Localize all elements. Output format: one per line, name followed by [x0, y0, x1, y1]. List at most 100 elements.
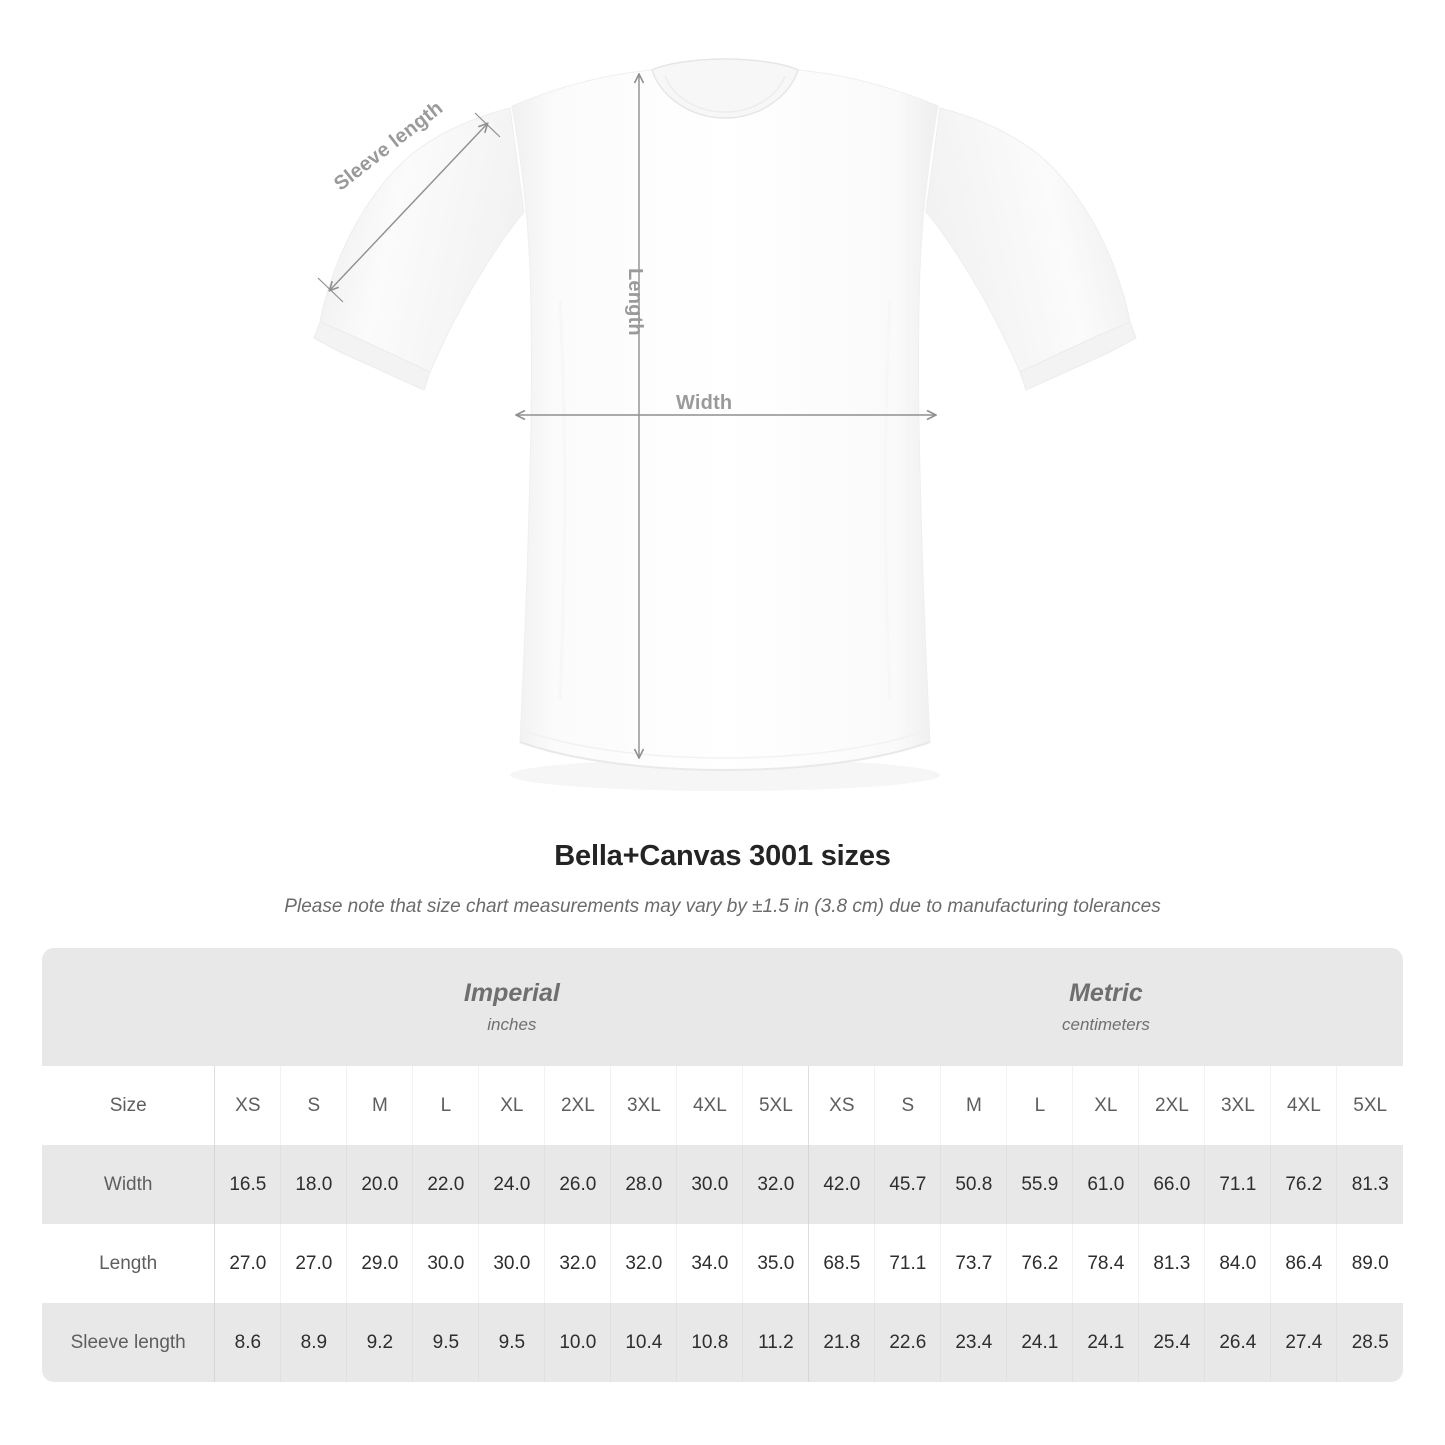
cell-length-2xl-imperial: 32.0 — [544, 1224, 611, 1303]
cell-width-5xl-metric: 81.3 — [1336, 1145, 1403, 1224]
size-column-header-3xl-imperial: 3XL — [610, 1066, 677, 1145]
cell-sleeve-length-5xl-metric: 28.5 — [1336, 1303, 1403, 1382]
sleeve-length-tick-bottom — [317, 277, 344, 303]
cell-width-xs-metric: 42.0 — [808, 1145, 875, 1224]
width-dimension-label: Width — [676, 392, 733, 414]
cell-length-xl-metric: 78.4 — [1072, 1224, 1139, 1303]
size-column-header-5xl-metric: 5XL — [1336, 1066, 1403, 1145]
cell-sleeve-length-5xl-imperial: 11.2 — [742, 1303, 809, 1382]
cell-sleeve-length-3xl-metric: 26.4 — [1204, 1303, 1271, 1382]
left-shoulder-seam — [511, 105, 531, 269]
size-column-header-2xl-imperial: 2XL — [544, 1066, 611, 1145]
imperial-unit-header-name: Imperial — [463, 978, 560, 1007]
cell-width-3xl-metric: 71.1 — [1204, 1145, 1271, 1224]
cell-sleeve-length-l-metric: 24.1 — [1006, 1303, 1073, 1382]
shirt-shadow — [510, 759, 940, 791]
cell-width-l-imperial: 22.0 — [412, 1145, 479, 1224]
cell-width-s-imperial: 18.0 — [280, 1145, 347, 1224]
left-sleeve — [319, 107, 525, 373]
size-chart-container: Imperial inches Metric centimeters Size XS S M L… — [42, 948, 1403, 1382]
cell-sleeve-length-xl-imperial: 9.5 — [478, 1303, 545, 1382]
table-row: Sleeve length 8.6 8.9 9.2 9.5 9.5 10.0 10.4 10.8… — [42, 1303, 1403, 1382]
size-header-row: Size XS S M L XL 2XL 3XL 4XL 5XL XS S M L XL 2XL 3XL 4XL 5… — [42, 1066, 1403, 1145]
cell-length-m-imperial: 29.0 — [346, 1224, 413, 1303]
shirt-hem — [519, 741, 931, 772]
cell-length-l-metric: 76.2 — [1006, 1224, 1073, 1303]
cell-sleeve-length-xl-metric: 24.1 — [1072, 1303, 1139, 1382]
shirt-collar-inner — [664, 75, 786, 113]
fabric-fold-1 — [558, 299, 566, 701]
cell-width-4xl-metric: 76.2 — [1270, 1145, 1337, 1224]
size-column-header-5xl-imperial: 5XL — [742, 1066, 809, 1145]
cell-length-xl-imperial: 30.0 — [478, 1224, 545, 1303]
size-column-header-s-metric: S — [874, 1066, 941, 1145]
cell-width-2xl-metric: 66.0 — [1138, 1145, 1205, 1224]
table-row: Length 27.0 27.0 29.0 30.0 30.0 32.0 32.0 34.0 35… — [42, 1224, 1403, 1303]
cell-length-3xl-imperial: 32.0 — [610, 1224, 677, 1303]
row-label-sleeve-length: Sleeve length — [42, 1303, 215, 1382]
metric-unit-header-sub: centimeters — [1061, 1015, 1150, 1035]
tshirt-diagram: Sleeve length Length Width — [313, 58, 1137, 791]
tolerance-note: Please note that size chart measurements… — [284, 896, 1161, 917]
cell-length-5xl-metric: 89.0 — [1336, 1224, 1403, 1303]
cell-width-s-metric: 45.7 — [874, 1145, 941, 1224]
cell-width-4xl-imperial: 30.0 — [676, 1145, 743, 1224]
page-title: Bella+Canvas 3001 sizes — [554, 840, 891, 872]
cell-width-2xl-imperial: 26.0 — [544, 1145, 611, 1224]
cell-length-s-metric: 71.1 — [874, 1224, 941, 1303]
size-column-header-xl-imperial: XL — [478, 1066, 545, 1145]
sleeve-length-arrow — [330, 124, 487, 290]
imperial-unit-header: Imperial inches — [214, 948, 809, 1066]
cell-width-3xl-imperial: 28.0 — [610, 1145, 677, 1224]
cell-length-xs-imperial: 27.0 — [214, 1224, 281, 1303]
cell-length-xs-metric: 68.5 — [808, 1224, 875, 1303]
cell-sleeve-length-xs-metric: 21.8 — [808, 1303, 875, 1382]
cell-length-2xl-metric: 81.3 — [1138, 1224, 1205, 1303]
cell-width-xs-imperial: 16.5 — [214, 1145, 281, 1224]
cell-sleeve-length-s-metric: 22.6 — [874, 1303, 941, 1382]
cell-length-l-imperial: 30.0 — [412, 1224, 479, 1303]
cell-sleeve-length-s-imperial: 8.9 — [280, 1303, 347, 1382]
size-column-header-xs-imperial: XS — [214, 1066, 281, 1145]
cell-sleeve-length-4xl-metric: 27.4 — [1270, 1303, 1337, 1382]
metric-unit-header: Metric centimeters — [808, 948, 1403, 1066]
cell-length-3xl-metric: 84.0 — [1204, 1224, 1271, 1303]
left-sleeve-cuff — [313, 321, 431, 391]
cell-length-4xl-metric: 86.4 — [1270, 1224, 1337, 1303]
fabric-fold-2 — [884, 299, 892, 701]
cell-sleeve-length-2xl-metric: 25.4 — [1138, 1303, 1205, 1382]
imperial-unit-header-sub: inches — [487, 1015, 537, 1035]
size-column-header-s-imperial: S — [280, 1066, 347, 1145]
cell-length-s-imperial: 27.0 — [280, 1224, 347, 1303]
cell-width-m-metric: 50.8 — [940, 1145, 1007, 1224]
cell-length-5xl-imperial: 35.0 — [742, 1224, 809, 1303]
metric-unit-header-name: Metric — [1069, 978, 1143, 1007]
cell-sleeve-length-4xl-imperial: 10.8 — [676, 1303, 743, 1382]
cell-sleeve-length-3xl-imperial: 10.4 — [610, 1303, 677, 1382]
size-chart-table: Imperial inches Metric centimeters Size XS S M L… — [42, 948, 1403, 1382]
size-column-header-4xl-metric: 4XL — [1270, 1066, 1337, 1145]
row-label-length: Length — [42, 1224, 215, 1303]
size-column-header-xs-metric: XS — [808, 1066, 875, 1145]
unit-row-spacer — [42, 948, 215, 1066]
right-sleeve-cuff — [1019, 321, 1137, 391]
right-sleeve — [925, 107, 1131, 373]
size-column-header-m-metric: M — [940, 1066, 1007, 1145]
table-row: Width 16.5 18.0 20.0 22.0 24.0 26.0 28.0 30.0 32.… — [42, 1145, 1403, 1224]
unit-header-row: Imperial inches Metric centimeters — [42, 948, 1403, 1066]
cell-width-m-imperial: 20.0 — [346, 1145, 413, 1224]
cell-length-m-metric: 73.7 — [940, 1224, 1007, 1303]
size-column-header-4xl-imperial: 4XL — [676, 1066, 743, 1145]
tshirt-illustration — [313, 58, 1137, 791]
sleeve-length-tick-top — [474, 112, 501, 138]
cell-sleeve-length-xs-imperial: 8.6 — [214, 1303, 281, 1382]
right-shoulder-seam — [919, 105, 939, 269]
length-dimension-label: Length — [624, 268, 646, 336]
cell-width-l-metric: 55.9 — [1006, 1145, 1073, 1224]
size-column-header-l-metric: L — [1006, 1066, 1073, 1145]
shirt-body — [511, 69, 939, 771]
cell-width-xl-imperial: 24.0 — [478, 1145, 545, 1224]
shirt-hem-inner — [521, 729, 929, 759]
cell-length-4xl-imperial: 34.0 — [676, 1224, 743, 1303]
cell-sleeve-length-2xl-imperial: 10.0 — [544, 1303, 611, 1382]
